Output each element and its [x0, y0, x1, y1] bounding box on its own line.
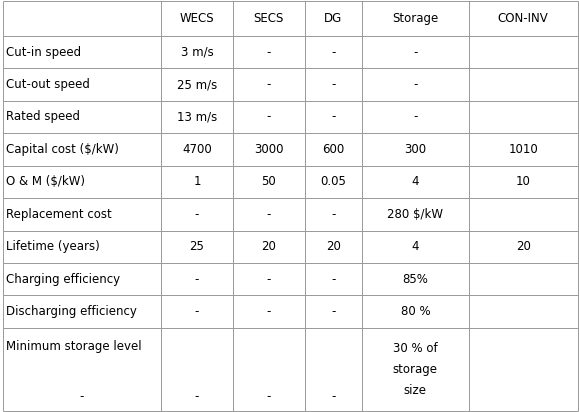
- Text: 30 % of
storage
size: 30 % of storage size: [393, 342, 438, 397]
- Text: -: -: [266, 305, 271, 318]
- Text: 4: 4: [412, 240, 419, 253]
- Text: Minimum storage level: Minimum storage level: [6, 340, 141, 353]
- Text: 85%: 85%: [402, 273, 428, 286]
- Text: 25: 25: [189, 240, 204, 253]
- Text: O & M ($/kW): O & M ($/kW): [6, 176, 85, 188]
- Text: CON-INV: CON-INV: [498, 12, 548, 25]
- Text: -: -: [331, 46, 336, 59]
- Text: -: -: [331, 208, 336, 221]
- Text: 13 m/s: 13 m/s: [177, 110, 217, 124]
- Text: Capital cost ($/kW): Capital cost ($/kW): [6, 143, 119, 156]
- Text: 20: 20: [516, 240, 531, 253]
- Text: SECS: SECS: [254, 12, 284, 25]
- Text: 0.05: 0.05: [321, 176, 346, 188]
- Text: -: -: [331, 273, 336, 286]
- Text: Cut-in speed: Cut-in speed: [6, 46, 81, 59]
- Text: -: -: [195, 305, 199, 318]
- Text: -: -: [331, 110, 336, 124]
- Text: Lifetime (years): Lifetime (years): [6, 240, 100, 253]
- Text: 20: 20: [326, 240, 341, 253]
- Text: -: -: [413, 78, 417, 91]
- Text: DG: DG: [324, 12, 343, 25]
- Text: WECS: WECS: [179, 12, 214, 25]
- Text: 1010: 1010: [508, 143, 538, 156]
- Text: 80 %: 80 %: [401, 305, 430, 318]
- Text: -: -: [266, 273, 271, 286]
- Text: Rated speed: Rated speed: [6, 110, 80, 124]
- Text: Replacement cost: Replacement cost: [6, 208, 112, 221]
- Text: 1: 1: [193, 176, 201, 188]
- Text: Charging efficiency: Charging efficiency: [6, 273, 120, 286]
- Text: 4700: 4700: [182, 143, 212, 156]
- Text: -: -: [331, 78, 336, 91]
- Text: Cut-out speed: Cut-out speed: [6, 78, 90, 91]
- Text: -: -: [413, 46, 417, 59]
- Text: -: -: [266, 46, 271, 59]
- Text: -: -: [195, 390, 199, 403]
- Text: Discharging efficiency: Discharging efficiency: [6, 305, 137, 318]
- Text: -: -: [195, 208, 199, 221]
- Text: -: -: [413, 110, 417, 124]
- Text: 3 m/s: 3 m/s: [181, 46, 213, 59]
- Text: 25 m/s: 25 m/s: [177, 78, 217, 91]
- Text: 20: 20: [261, 240, 276, 253]
- Text: 4: 4: [412, 176, 419, 188]
- Text: -: -: [266, 78, 271, 91]
- Text: 280 $/kW: 280 $/kW: [387, 208, 444, 221]
- Text: -: -: [331, 305, 336, 318]
- Text: Storage: Storage: [393, 12, 438, 25]
- Text: -: -: [266, 110, 271, 124]
- Text: -: -: [80, 390, 84, 403]
- Text: 10: 10: [516, 176, 531, 188]
- Text: 300: 300: [404, 143, 427, 156]
- Text: 600: 600: [323, 143, 345, 156]
- Text: -: -: [266, 208, 271, 221]
- Text: 3000: 3000: [254, 143, 284, 156]
- Text: -: -: [195, 273, 199, 286]
- Text: -: -: [266, 390, 271, 403]
- Text: -: -: [331, 390, 336, 403]
- Text: 50: 50: [262, 176, 276, 188]
